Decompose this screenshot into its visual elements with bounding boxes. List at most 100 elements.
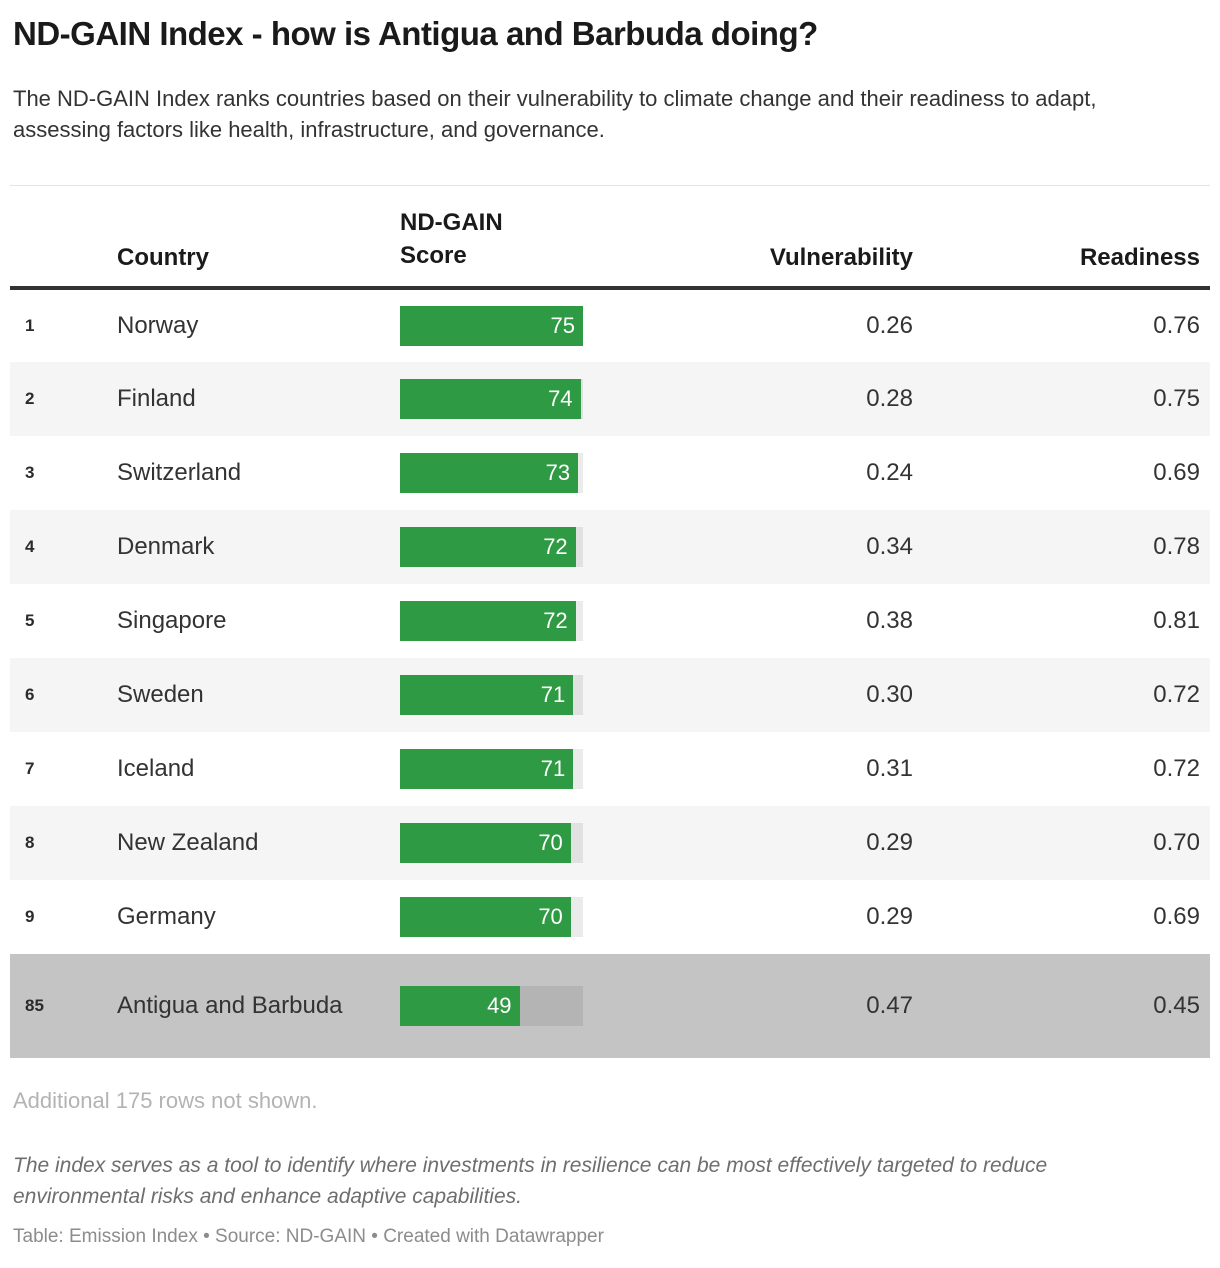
score-cell: 71 xyxy=(390,732,600,806)
score-bar: 49 xyxy=(400,985,520,1026)
score-bar-track: 74 xyxy=(400,378,583,419)
score-bar-track: 72 xyxy=(400,600,583,641)
country-cell: New Zealand xyxy=(117,829,259,857)
country-cell: Switzerland xyxy=(117,459,242,487)
vulnerability-cell: 0.30 xyxy=(866,680,913,708)
score-bar-track: 70 xyxy=(400,896,583,937)
readiness-cell: 0.72 xyxy=(1153,754,1200,782)
rank-cell: 8 xyxy=(25,832,35,852)
column-header-vulnerability: Vulnerability xyxy=(600,185,923,290)
score-bar-track: 75 xyxy=(400,305,583,346)
country-cell: Denmark xyxy=(117,533,215,561)
vulnerability-cell: 0.47 xyxy=(866,991,913,1019)
readiness-cell: 0.70 xyxy=(1153,828,1200,856)
score-cell: 72 xyxy=(390,510,600,584)
score-bar-label: 73 xyxy=(545,459,571,485)
readiness-cell: 0.72 xyxy=(1153,680,1200,708)
readiness-cell: 0.81 xyxy=(1153,606,1200,634)
rank-cell: 9 xyxy=(25,906,35,926)
score-cell: 74 xyxy=(390,362,600,436)
rank-cell: 2 xyxy=(25,388,35,408)
country-cell: Antigua and Barbuda xyxy=(117,992,343,1020)
score-bar-track: 73 xyxy=(400,452,583,493)
column-header-rank xyxy=(10,185,107,290)
rank-cell: 3 xyxy=(25,462,35,482)
vulnerability-cell: 0.34 xyxy=(866,532,913,560)
score-bar-track: 49 xyxy=(400,985,583,1026)
country-cell: Germany xyxy=(117,903,216,931)
table-row: 3 Switzerland 73 0.24 0.69 xyxy=(10,436,1210,510)
ndgain-ranking-table: Country ND-GAIN Score Vulnerability Read… xyxy=(10,184,1210,1058)
score-cell: 70 xyxy=(390,806,600,880)
table-row: 6 Sweden 71 0.30 0.72 xyxy=(10,657,1210,732)
table-row: 8 New Zealand 70 0.29 0.70 xyxy=(10,805,1210,880)
score-bar: 72 xyxy=(400,600,576,641)
score-cell: 49 xyxy=(390,954,600,1058)
table-body: 1 Norway 75 0.26 0.76 2 Finland 74 xyxy=(10,288,1210,1058)
score-cell: 70 xyxy=(390,880,600,954)
score-bar: 75 xyxy=(400,305,583,346)
score-bar-label: 70 xyxy=(538,829,563,855)
score-bar-label: 49 xyxy=(487,992,512,1018)
vulnerability-cell: 0.29 xyxy=(866,828,913,856)
rank-cell: 85 xyxy=(25,995,44,1015)
score-bar-track: 71 xyxy=(400,748,583,789)
score-bar-track: 71 xyxy=(400,674,583,715)
column-header-readiness: Readiness xyxy=(923,185,1210,290)
rank-cell: 6 xyxy=(25,684,35,704)
score-bar-label: 70 xyxy=(538,903,563,929)
vulnerability-cell: 0.38 xyxy=(866,606,913,634)
rows-hidden-note: Additional 175 rows not shown. xyxy=(13,1087,318,1113)
table-row: 9 Germany 70 0.29 0.69 xyxy=(10,880,1210,954)
readiness-cell: 0.78 xyxy=(1153,532,1200,560)
vulnerability-cell: 0.29 xyxy=(866,902,913,930)
vulnerability-cell: 0.28 xyxy=(866,384,913,412)
readiness-cell: 0.69 xyxy=(1153,902,1200,930)
country-cell: Finland xyxy=(117,385,196,413)
score-cell: 72 xyxy=(390,584,600,658)
score-bar: 74 xyxy=(400,378,581,419)
vulnerability-cell: 0.26 xyxy=(866,311,913,339)
score-bar-label: 72 xyxy=(543,533,568,559)
column-header-country: Country xyxy=(107,185,390,290)
table-header-row: Country ND-GAIN Score Vulnerability Read… xyxy=(10,185,1210,290)
score-bar: 70 xyxy=(400,896,571,937)
vulnerability-cell: 0.31 xyxy=(866,754,913,782)
table-row: 1 Norway 75 0.26 0.76 xyxy=(10,288,1210,362)
readiness-cell: 0.45 xyxy=(1153,991,1200,1019)
page-subtitle: The ND-GAIN Index ranks countries based … xyxy=(13,85,1097,142)
rank-cell: 7 xyxy=(25,758,35,778)
table-row: 7 Iceland 71 0.31 0.72 xyxy=(10,732,1210,806)
attribution-byline: Table: Emission Index • Source: ND-GAIN … xyxy=(13,1225,604,1247)
country-cell: Iceland xyxy=(117,755,195,783)
rank-cell: 1 xyxy=(25,315,35,335)
score-bar-label: 72 xyxy=(543,607,568,633)
score-cell: 73 xyxy=(390,436,600,510)
table-row: 4 Denmark 72 0.34 0.78 xyxy=(10,509,1210,584)
country-cell: Norway xyxy=(117,312,199,340)
score-bar-label: 75 xyxy=(550,312,575,338)
country-cell: Sweden xyxy=(117,681,204,709)
page-title: ND-GAIN Index - how is Antigua and Barbu… xyxy=(13,15,818,52)
table-row: 85 Antigua and Barbuda 49 0.47 0.45 xyxy=(10,953,1210,1058)
score-cell: 71 xyxy=(390,658,600,732)
score-bar: 73 xyxy=(400,452,579,493)
description-note: The index serves as a tool to identify w… xyxy=(13,1153,1048,1208)
readiness-cell: 0.76 xyxy=(1153,311,1200,339)
score-bar: 72 xyxy=(400,526,576,567)
score-bar-label: 71 xyxy=(540,681,566,707)
table-row: 5 Singapore 72 0.38 0.81 xyxy=(10,584,1210,658)
vulnerability-cell: 0.24 xyxy=(866,458,913,486)
column-header-score: ND-GAIN Score xyxy=(390,185,600,290)
score-bar: 70 xyxy=(400,822,571,863)
score-bar: 71 xyxy=(400,674,574,715)
score-bar-label: 71 xyxy=(540,755,566,781)
score-bar-track: 70 xyxy=(400,822,583,863)
country-cell: Singapore xyxy=(117,607,227,635)
score-bar-track: 72 xyxy=(400,526,583,567)
score-bar: 71 xyxy=(400,748,574,789)
score-cell: 75 xyxy=(390,288,600,362)
score-bar-label: 74 xyxy=(548,385,573,411)
readiness-cell: 0.69 xyxy=(1153,458,1200,486)
